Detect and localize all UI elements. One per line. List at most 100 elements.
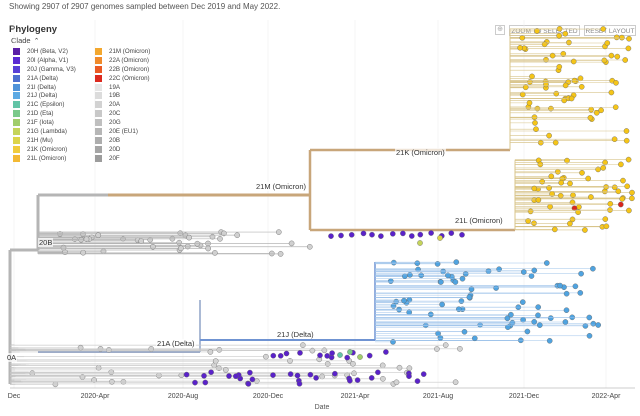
tree-tip[interactable] — [268, 250, 275, 257]
tree-tip[interactable] — [106, 347, 112, 353]
tree-tip[interactable] — [458, 298, 465, 304]
tree-tip[interactable] — [585, 175, 592, 182]
legend-item[interactable]: 22A (Omicron) — [95, 56, 150, 65]
tree-tip[interactable] — [608, 52, 615, 59]
tree-tip[interactable] — [357, 354, 363, 360]
tree-tip[interactable] — [546, 337, 553, 344]
tree-tip[interactable] — [459, 275, 466, 282]
tree-tip[interactable] — [247, 369, 253, 376]
tree-tip[interactable] — [600, 26, 607, 32]
tree-tip[interactable] — [625, 45, 632, 52]
tree-tip[interactable] — [543, 56, 549, 63]
tree-tip[interactable] — [455, 306, 462, 313]
tree-tip[interactable] — [287, 371, 294, 377]
tree-tip[interactable] — [548, 173, 555, 180]
tree-tip[interactable] — [582, 323, 589, 329]
tree-tip[interactable] — [619, 34, 625, 41]
tree-tip[interactable] — [558, 179, 565, 186]
tree-tip[interactable] — [270, 372, 276, 378]
tree-tip[interactable] — [448, 230, 455, 236]
tree-tip[interactable] — [552, 139, 559, 146]
tree-tip[interactable] — [201, 372, 207, 379]
tree-tip[interactable] — [348, 231, 355, 238]
tree-tip[interactable] — [445, 272, 451, 279]
tree-tip[interactable] — [435, 330, 441, 337]
legend-item[interactable]: 20A — [95, 100, 150, 109]
tree-tip[interactable] — [307, 371, 314, 378]
tree-tip[interactable] — [417, 231, 424, 238]
tree-tip[interactable] — [317, 352, 323, 359]
tree-tip[interactable] — [277, 352, 284, 359]
tree-tip[interactable] — [212, 250, 218, 256]
tree-tip[interactable] — [408, 233, 415, 239]
legend-item[interactable]: 20H (Beta, V2) — [13, 47, 76, 56]
tree-tip[interactable] — [452, 279, 459, 285]
tree-tip[interactable] — [245, 381, 252, 387]
tree-tip[interactable] — [549, 52, 556, 59]
tree-tip[interactable] — [562, 319, 569, 325]
tree-tip[interactable] — [78, 236, 84, 243]
tree-tip[interactable] — [109, 378, 115, 385]
tree-tip[interactable] — [368, 375, 375, 381]
tree-tip[interactable] — [557, 282, 563, 289]
tree-tip[interactable] — [294, 372, 301, 379]
tree-tip[interactable] — [453, 259, 460, 265]
tree-tip[interactable] — [344, 354, 351, 361]
tree-tip[interactable] — [520, 316, 526, 323]
tree-tip[interactable] — [579, 169, 585, 176]
tree-tip[interactable] — [519, 91, 526, 98]
tree-tip[interactable] — [595, 322, 602, 328]
tree-tip[interactable] — [575, 209, 581, 215]
tree-tip[interactable] — [378, 233, 384, 239]
tree-tip[interactable] — [493, 285, 499, 291]
tree-tip[interactable] — [452, 379, 459, 386]
tree-tip[interactable] — [337, 352, 343, 358]
tree-tip[interactable] — [77, 344, 84, 351]
tree-tip[interactable] — [611, 184, 618, 191]
tree-tip[interactable] — [525, 218, 531, 224]
tree-tip[interactable] — [176, 239, 182, 246]
tree-tip[interactable] — [400, 230, 406, 237]
tree-tip[interactable] — [496, 266, 502, 273]
tree-tip[interactable] — [517, 45, 523, 51]
tree-tip[interactable] — [595, 166, 601, 173]
tree-tip[interactable] — [608, 89, 615, 96]
tree-tip[interactable] — [531, 318, 538, 325]
tree-tip[interactable] — [553, 90, 560, 97]
legend-item[interactable]: 21K (Omicron) — [13, 145, 76, 154]
tree-tip[interactable] — [600, 165, 607, 171]
legend-item[interactable]: 20E (EU1) — [95, 127, 150, 136]
tree-tip[interactable] — [350, 360, 356, 367]
tree-tip[interactable] — [548, 315, 554, 321]
tree-tip[interactable] — [601, 57, 608, 64]
tree-tip[interactable] — [375, 369, 381, 376]
tree-tip[interactable] — [531, 267, 538, 274]
tree-tip[interactable] — [396, 364, 403, 371]
tree-tip[interactable] — [577, 75, 584, 82]
tree-tip[interactable] — [508, 311, 514, 318]
tree-tip[interactable] — [60, 244, 67, 251]
tree-tip[interactable] — [567, 180, 573, 187]
tree-tip[interactable] — [547, 203, 553, 210]
tree-tip[interactable] — [360, 230, 367, 237]
tree-tip[interactable] — [614, 53, 621, 60]
tree-tip[interactable] — [618, 161, 624, 168]
tree-tip[interactable] — [309, 347, 316, 354]
tree-tip[interactable] — [202, 379, 209, 386]
tree-tip[interactable] — [321, 347, 328, 354]
color-by-clade-toggle[interactable]: Clade ⌃ — [11, 36, 39, 45]
tree-tip[interactable] — [532, 120, 538, 126]
tree-tip[interactable] — [539, 178, 546, 185]
tree-tip[interactable] — [387, 278, 394, 284]
tree-tip[interactable] — [328, 233, 334, 239]
tree-tip[interactable] — [234, 232, 240, 238]
tree-tip[interactable] — [366, 352, 373, 359]
tree-tip[interactable] — [522, 84, 529, 91]
tree-tip[interactable] — [604, 40, 611, 46]
tree-tip[interactable] — [80, 249, 86, 256]
tree-tip[interactable] — [437, 235, 443, 241]
legend-item[interactable]: 21M (Omicron) — [95, 47, 150, 56]
tree-tip[interactable] — [428, 230, 434, 236]
tree-tip[interactable] — [578, 84, 585, 90]
tree-tip[interactable] — [629, 195, 635, 202]
